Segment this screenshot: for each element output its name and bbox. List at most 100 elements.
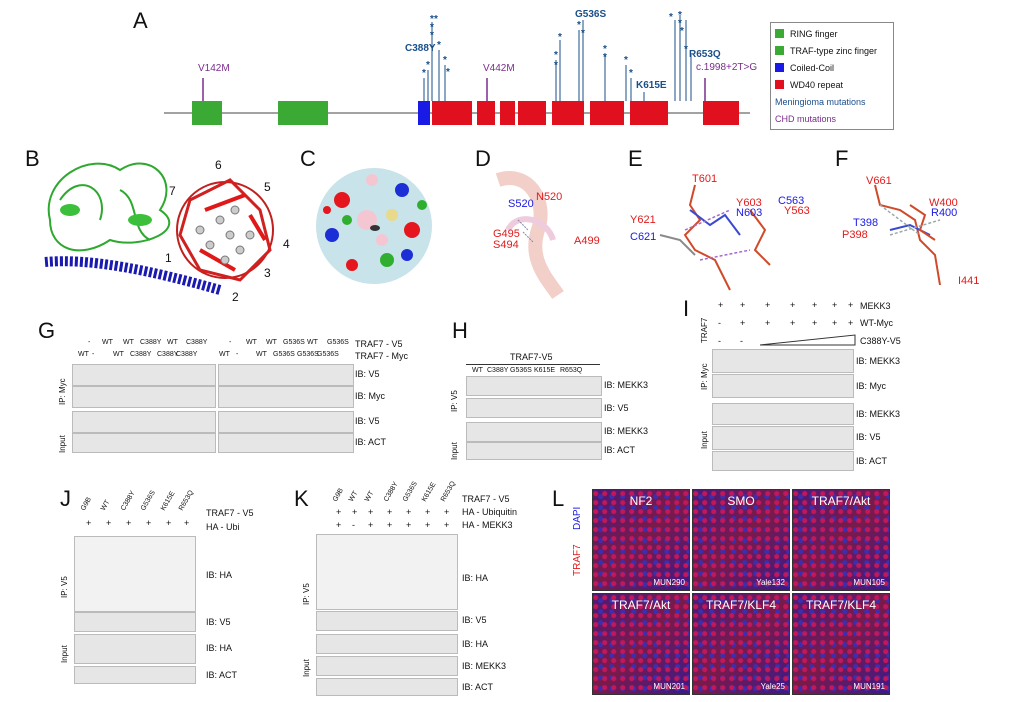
residue-label: T398 bbox=[853, 217, 879, 229]
panel-g-row1-label: TRAF7 - V5 bbox=[355, 339, 403, 349]
histology-tile: SMO Yale132 bbox=[692, 489, 790, 591]
panel-i-row1-label: MEKK3 bbox=[860, 301, 891, 311]
lane-label: WT bbox=[123, 339, 134, 346]
panel-h-input-label: Input bbox=[450, 442, 459, 460]
lane-sign: + bbox=[368, 507, 374, 517]
tile-title: TRAF7/KLF4 bbox=[705, 598, 777, 612]
panel-h-title-rule bbox=[466, 364, 600, 365]
mutation-label-v442m: V442M bbox=[483, 63, 515, 74]
blot-label: IB: MEKK3 bbox=[856, 409, 901, 419]
lane-label: - bbox=[92, 351, 95, 358]
mutation-label-k615e: K615E bbox=[636, 80, 667, 91]
tile-title: SMO bbox=[727, 494, 755, 508]
lane-label: C388Y bbox=[176, 351, 198, 358]
blot-label: IB: Myc bbox=[856, 381, 887, 391]
protein-surface-model bbox=[316, 168, 432, 284]
domain-legend: RING finger TRAF-type zinc finger Coiled… bbox=[770, 22, 894, 130]
lane-label: WT bbox=[266, 339, 277, 346]
blot-label: IB: MEKK3 bbox=[604, 426, 649, 436]
lane-sign: + bbox=[790, 318, 796, 328]
histology-tile: TRAF7/Akt MUN201 bbox=[592, 593, 690, 695]
panel-letter-c: C bbox=[300, 146, 316, 171]
legend-label: WD40 repeat bbox=[790, 79, 844, 90]
blot-strip bbox=[218, 364, 354, 386]
lane-label: C388Y bbox=[487, 367, 509, 374]
legend-label: Coiled-Coil bbox=[790, 62, 835, 73]
panel-letter-b: B bbox=[25, 146, 40, 171]
lane-label: C388Y bbox=[119, 489, 137, 512]
panel-h-title: TRAF7-V5 bbox=[510, 352, 553, 362]
histology-tile: TRAF7/KLF4 Yale25 bbox=[692, 593, 790, 695]
panel-letter-d: D bbox=[475, 146, 491, 171]
blot-strip bbox=[466, 376, 602, 396]
panel-k-row3-label: HA - MEKK3 bbox=[462, 520, 513, 530]
blot-label: IB: V5 bbox=[462, 615, 487, 625]
lane-label: C388Y bbox=[382, 480, 400, 503]
svg-text:*: * bbox=[446, 67, 450, 78]
blot-strip bbox=[74, 612, 196, 632]
lane-sign: + bbox=[848, 318, 854, 328]
panel-g-input-label: Input bbox=[58, 435, 67, 453]
blot-strip bbox=[466, 398, 602, 418]
panel-k-input-label: Input bbox=[302, 659, 311, 677]
blot-strip bbox=[712, 451, 854, 471]
panel-letter-k: K bbox=[294, 486, 309, 511]
lane-label: G536S bbox=[327, 339, 349, 346]
residue-label: Y621 bbox=[630, 214, 656, 226]
lane-sign: - bbox=[718, 336, 721, 346]
svg-text:*: * bbox=[577, 20, 581, 31]
lane-sign: + bbox=[444, 520, 450, 530]
lane-sign: + bbox=[368, 520, 374, 530]
blade-number: 5 bbox=[264, 180, 271, 194]
lane-label: G536S bbox=[273, 351, 295, 358]
lane-label: - bbox=[236, 351, 239, 358]
panel-letter-j: J bbox=[60, 486, 71, 511]
svg-text:*: * bbox=[422, 68, 426, 79]
lane-label: K615E bbox=[534, 367, 556, 374]
legend-swatch bbox=[775, 46, 784, 55]
blot-label: IB: V5 bbox=[604, 403, 629, 413]
blot-strip bbox=[466, 442, 602, 460]
blot-label: IB: HA bbox=[462, 573, 489, 583]
blot-strip bbox=[72, 411, 216, 433]
lane-label: WT bbox=[307, 339, 318, 346]
panel-j-row1-label: TRAF7 - V5 bbox=[206, 508, 254, 518]
legend-label: RING finger bbox=[790, 28, 838, 39]
lane-sign: - bbox=[740, 336, 743, 346]
panel-letter-f: F bbox=[835, 146, 849, 171]
blot-label: IB: Myc bbox=[355, 391, 386, 401]
panel-letter-a: A bbox=[133, 8, 148, 33]
histology-tile: TRAF7/KLF4 MUN191 bbox=[792, 593, 890, 695]
panel-j-input-label: Input bbox=[60, 645, 69, 663]
blot-label: IB: MEKK3 bbox=[462, 661, 507, 671]
panel-k-row1-label: TRAF7 - V5 bbox=[462, 494, 510, 504]
blot-strip bbox=[72, 433, 216, 453]
legend-item: CHD mutations bbox=[775, 110, 889, 127]
tile-title: TRAF7/Akt bbox=[611, 598, 671, 612]
histology-tile: TRAF7/Akt MUN105 bbox=[792, 489, 890, 591]
tile-title: TRAF7/KLF4 bbox=[805, 598, 877, 612]
residue-label: P398 bbox=[842, 229, 868, 241]
lane-sign: + bbox=[790, 300, 796, 310]
blot-strip bbox=[712, 426, 854, 450]
legend-label: CHD mutations bbox=[775, 113, 837, 124]
protein-domain-diagram: * * * * * * * * * * * * * * * * * * * * … bbox=[164, 10, 750, 125]
lane-label: G9B bbox=[79, 496, 94, 512]
lane-label: WT bbox=[78, 351, 89, 358]
residue-label: W400 bbox=[929, 197, 958, 209]
lane-label: WT bbox=[113, 351, 124, 358]
lane-label: C388Y bbox=[186, 339, 208, 346]
lane-sign: + bbox=[832, 300, 838, 310]
lane-label: C388Y bbox=[157, 351, 179, 358]
lane-sign: - bbox=[718, 318, 721, 328]
svg-text:*: * bbox=[678, 10, 682, 21]
svg-text:*: * bbox=[426, 60, 430, 71]
blot-strip bbox=[712, 374, 854, 398]
mutation-label-v142m: V142M bbox=[198, 63, 230, 74]
svg-text:*: * bbox=[603, 52, 607, 63]
panel-letter-e: E bbox=[628, 146, 643, 171]
panel-k-row2-label: HA - Ubiquitin bbox=[462, 507, 518, 517]
structure-closeup-f bbox=[874, 184, 941, 286]
panel-i-side-label: TRAF7 bbox=[700, 317, 709, 343]
lane-sign: + bbox=[336, 507, 342, 517]
